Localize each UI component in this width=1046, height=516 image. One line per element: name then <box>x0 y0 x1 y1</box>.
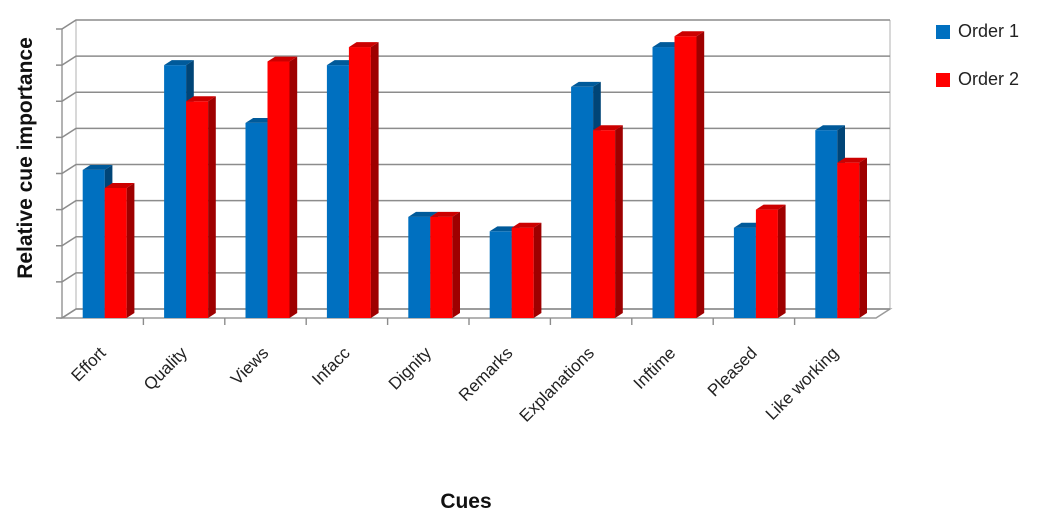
bar <box>104 183 135 318</box>
bars <box>82 31 867 319</box>
legend-label: Order 1 <box>958 21 1019 41</box>
legend: Order 1 Order 2 <box>936 21 1019 89</box>
gridline <box>61 55 890 66</box>
x-tick-label: Explanations <box>516 343 598 425</box>
x-tick-label: Remarks <box>455 343 517 405</box>
x-tick-label: Dignity <box>385 343 436 394</box>
x-tick-label: Quality <box>140 343 191 394</box>
x-tick-label: Pleased <box>704 343 761 400</box>
bar <box>348 42 379 319</box>
legend-swatch <box>936 25 950 39</box>
legend-swatch <box>936 73 950 87</box>
bar <box>674 31 705 319</box>
bar <box>267 56 298 318</box>
legend-item: Order 2 <box>936 69 1019 89</box>
x-tick-label: Like working <box>762 343 842 423</box>
x-tick-label: Inftime <box>630 343 680 393</box>
x-tick-labels: Effort Quality Views Infacc Dignity Remarks Ex… <box>68 343 843 426</box>
bar <box>186 96 216 318</box>
x-tick-label: Infacc <box>308 343 354 389</box>
axis-ticks <box>56 28 796 325</box>
bar <box>430 211 460 318</box>
bar <box>593 125 623 318</box>
legend-label: Order 2 <box>958 69 1019 89</box>
x-tick-label: Effort <box>68 343 110 385</box>
bar <box>837 157 867 318</box>
legend-item: Order 1 <box>936 21 1019 41</box>
gridline <box>61 91 890 102</box>
bar <box>755 204 786 318</box>
y-axis-title: Relative cue importance <box>14 37 37 279</box>
x-tick-label: Views <box>227 343 272 388</box>
bar <box>511 222 542 318</box>
x-axis-title: Cues <box>440 490 491 513</box>
gridline <box>61 19 890 30</box>
